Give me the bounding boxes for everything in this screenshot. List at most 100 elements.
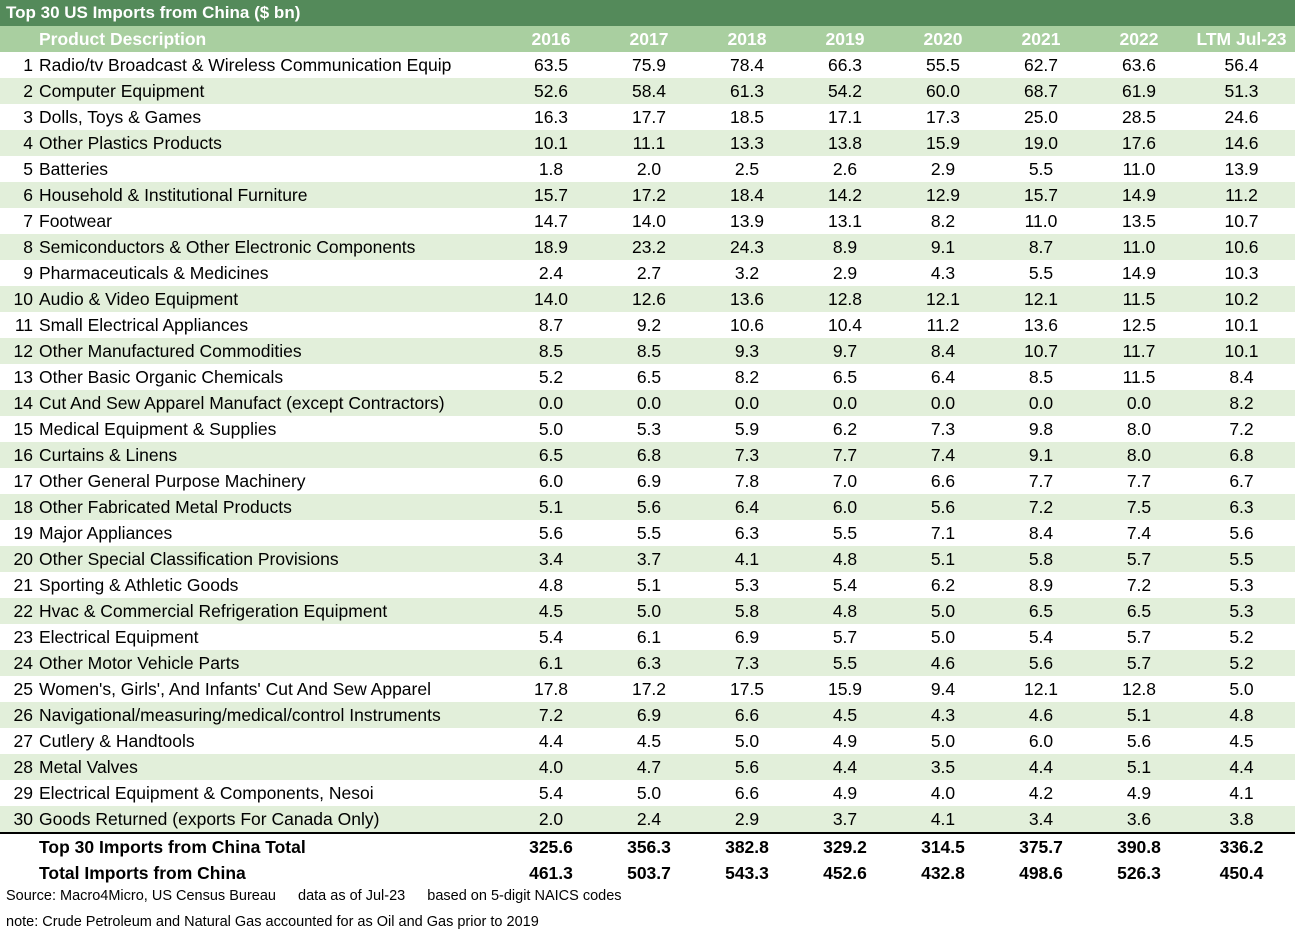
table-row: 2 Computer Equipment 52.6 58.4 61.3 54.2 60.0 6… (0, 78, 1295, 104)
value-cell: 5.1 (538, 496, 564, 517)
value-cell: 10.1 (1224, 340, 1259, 361)
value-cell: 14.2 (827, 184, 863, 205)
table-row: 24 Other Motor Vehicle Parts 6.1 6.3 7.3 5.5 4… (0, 650, 1295, 676)
value-cell: 7.2 (1229, 418, 1254, 439)
value-cell: 0.0 (538, 392, 564, 413)
column-header: LTM Jul-23 (1196, 28, 1287, 49)
value-cell: 6.6 (734, 704, 760, 725)
table-title: Top 30 US Imports from China ($ bn) (0, 0, 1295, 26)
value-cell: 15.9 (827, 678, 863, 699)
value-cell: 7.7 (1126, 470, 1152, 491)
value-cell: 55.5 (925, 54, 961, 75)
value-cell: 7.3 (930, 418, 956, 439)
product-description: Household & Institutional Furniture (39, 184, 308, 205)
value-cell: 5.0 (1229, 678, 1254, 699)
value-cell: 3.8 (1229, 808, 1254, 829)
value-cell: 0.0 (734, 392, 760, 413)
value-cell: 5.0 (930, 626, 956, 647)
table-row: 4 Other Plastics Products 10.1 11.1 13.3 13.8… (0, 130, 1295, 156)
value-cell: 5.0 (636, 782, 662, 803)
value-cell: 8.5 (636, 340, 662, 361)
value-cell: 12.1 (1023, 288, 1059, 309)
value-cell: 3.5 (930, 756, 956, 777)
value-cell: 7.2 (538, 704, 564, 725)
rank-cell (0, 832, 36, 860)
value-cell: 7.1 (930, 522, 956, 543)
table-row: 18 Other Fabricated Metal Products 5.1 5.6 6… (0, 494, 1295, 520)
value-cell: 5.2 (1229, 626, 1254, 647)
header-row: Product Description 2016 2017 2018 2019 … (0, 26, 1295, 52)
total-value-cell: 382.8 (698, 832, 796, 860)
value-cell: 17.2 (631, 184, 667, 205)
product-description: Goods Returned (exports For Canada Only) (39, 808, 380, 829)
table-row: 16 Curtains & Linens 6.5 6.8 7.3 7.7 7.4 9.1 8.0… (0, 442, 1295, 468)
value-cell: 13.5 (1121, 210, 1157, 231)
value-cell: 17.6 (1121, 132, 1157, 153)
rank-cell: 17 (13, 470, 33, 491)
value-cell: 13.1 (827, 210, 863, 231)
value-cell: 18.9 (533, 236, 569, 257)
value-cell: 9.1 (1028, 444, 1054, 465)
value-cell: 2.0 (538, 808, 564, 829)
rank-cell: 14 (13, 392, 33, 413)
value-cell: 6.2 (832, 418, 858, 439)
value-cell: 2.5 (734, 158, 760, 179)
value-cell: 5.6 (734, 756, 760, 777)
value-cell: 5.5 (832, 522, 858, 543)
rank-cell (0, 860, 36, 886)
product-description: Audio & Video Equipment (39, 288, 239, 309)
total-value-cell: 329.2 (796, 832, 894, 860)
product-description: Women's, Girls', And Infants' Cut And Se… (39, 678, 431, 699)
product-description: Other Basic Organic Chemicals (39, 366, 284, 387)
value-cell: 13.9 (729, 210, 765, 231)
rank-cell: 26 (13, 704, 33, 725)
total-value-cell: 498.6 (1019, 862, 1063, 883)
value-cell: 8.2 (930, 210, 956, 231)
source-text: Source: Macro4Micro, US Census Bureau (6, 888, 276, 904)
value-cell: 8.2 (734, 366, 760, 387)
table-row: 14 Cut And Sew Apparel Manufact (except C… (0, 390, 1295, 416)
value-cell: 4.8 (832, 600, 858, 621)
value-cell: 5.8 (1028, 548, 1054, 569)
value-cell: 24.6 (1224, 106, 1259, 127)
product-description: Footwear (39, 210, 112, 231)
value-cell: 61.3 (729, 80, 765, 101)
value-cell: 8.7 (1028, 236, 1054, 257)
column-header: 2021 (1021, 28, 1061, 49)
product-description: Major Appliances (39, 522, 173, 543)
value-cell: 8.9 (832, 236, 858, 257)
value-cell: 8.0 (1126, 444, 1152, 465)
source-note: Source: Macro4Micro, US Census Bureau da… (6, 888, 640, 904)
table-row: 26 Navigational/measuring/medical/control… (0, 702, 1295, 728)
product-description: Other Special Classification Provisions (39, 548, 339, 569)
total-value-cell: 450.4 (1219, 862, 1264, 883)
value-cell: 2.6 (832, 158, 858, 179)
value-cell: 5.7 (1126, 626, 1152, 647)
rank-cell: 21 (13, 574, 33, 595)
value-cell: 4.4 (538, 730, 564, 751)
table-row: 25 Women's, Girls', And Infants' Cut And … (0, 676, 1295, 702)
value-cell: 9.4 (930, 678, 956, 699)
value-cell: 5.1 (930, 548, 956, 569)
value-cell: 78.4 (729, 54, 765, 75)
total-value-cell: 325.6 (502, 832, 600, 860)
value-cell: 8.9 (1028, 574, 1054, 595)
value-cell: 18.5 (729, 106, 765, 127)
table-row: 17 Other General Purpose Machinery 6.0 6.9 7… (0, 468, 1295, 494)
product-description: Pharmaceuticals & Medicines (39, 262, 269, 283)
value-cell: 6.5 (832, 366, 858, 387)
rank-cell: 5 (23, 158, 33, 179)
rank-cell: 28 (13, 756, 33, 777)
value-cell: 6.1 (538, 652, 564, 673)
value-cell: 3.7 (832, 808, 858, 829)
value-cell: 3.7 (636, 548, 662, 569)
value-cell: 61.9 (1121, 80, 1157, 101)
value-cell: 4.9 (832, 730, 858, 751)
product-description: Computer Equipment (39, 80, 205, 101)
product-description: Cut And Sew Apparel Manufact (except Con… (39, 392, 445, 413)
value-cell: 10.7 (1023, 340, 1059, 361)
value-cell: 12.9 (925, 184, 961, 205)
value-cell: 4.8 (1229, 704, 1254, 725)
product-description: Radio/tv Broadcast & Wireless Communicat… (39, 54, 452, 75)
value-cell: 5.7 (1126, 548, 1152, 569)
